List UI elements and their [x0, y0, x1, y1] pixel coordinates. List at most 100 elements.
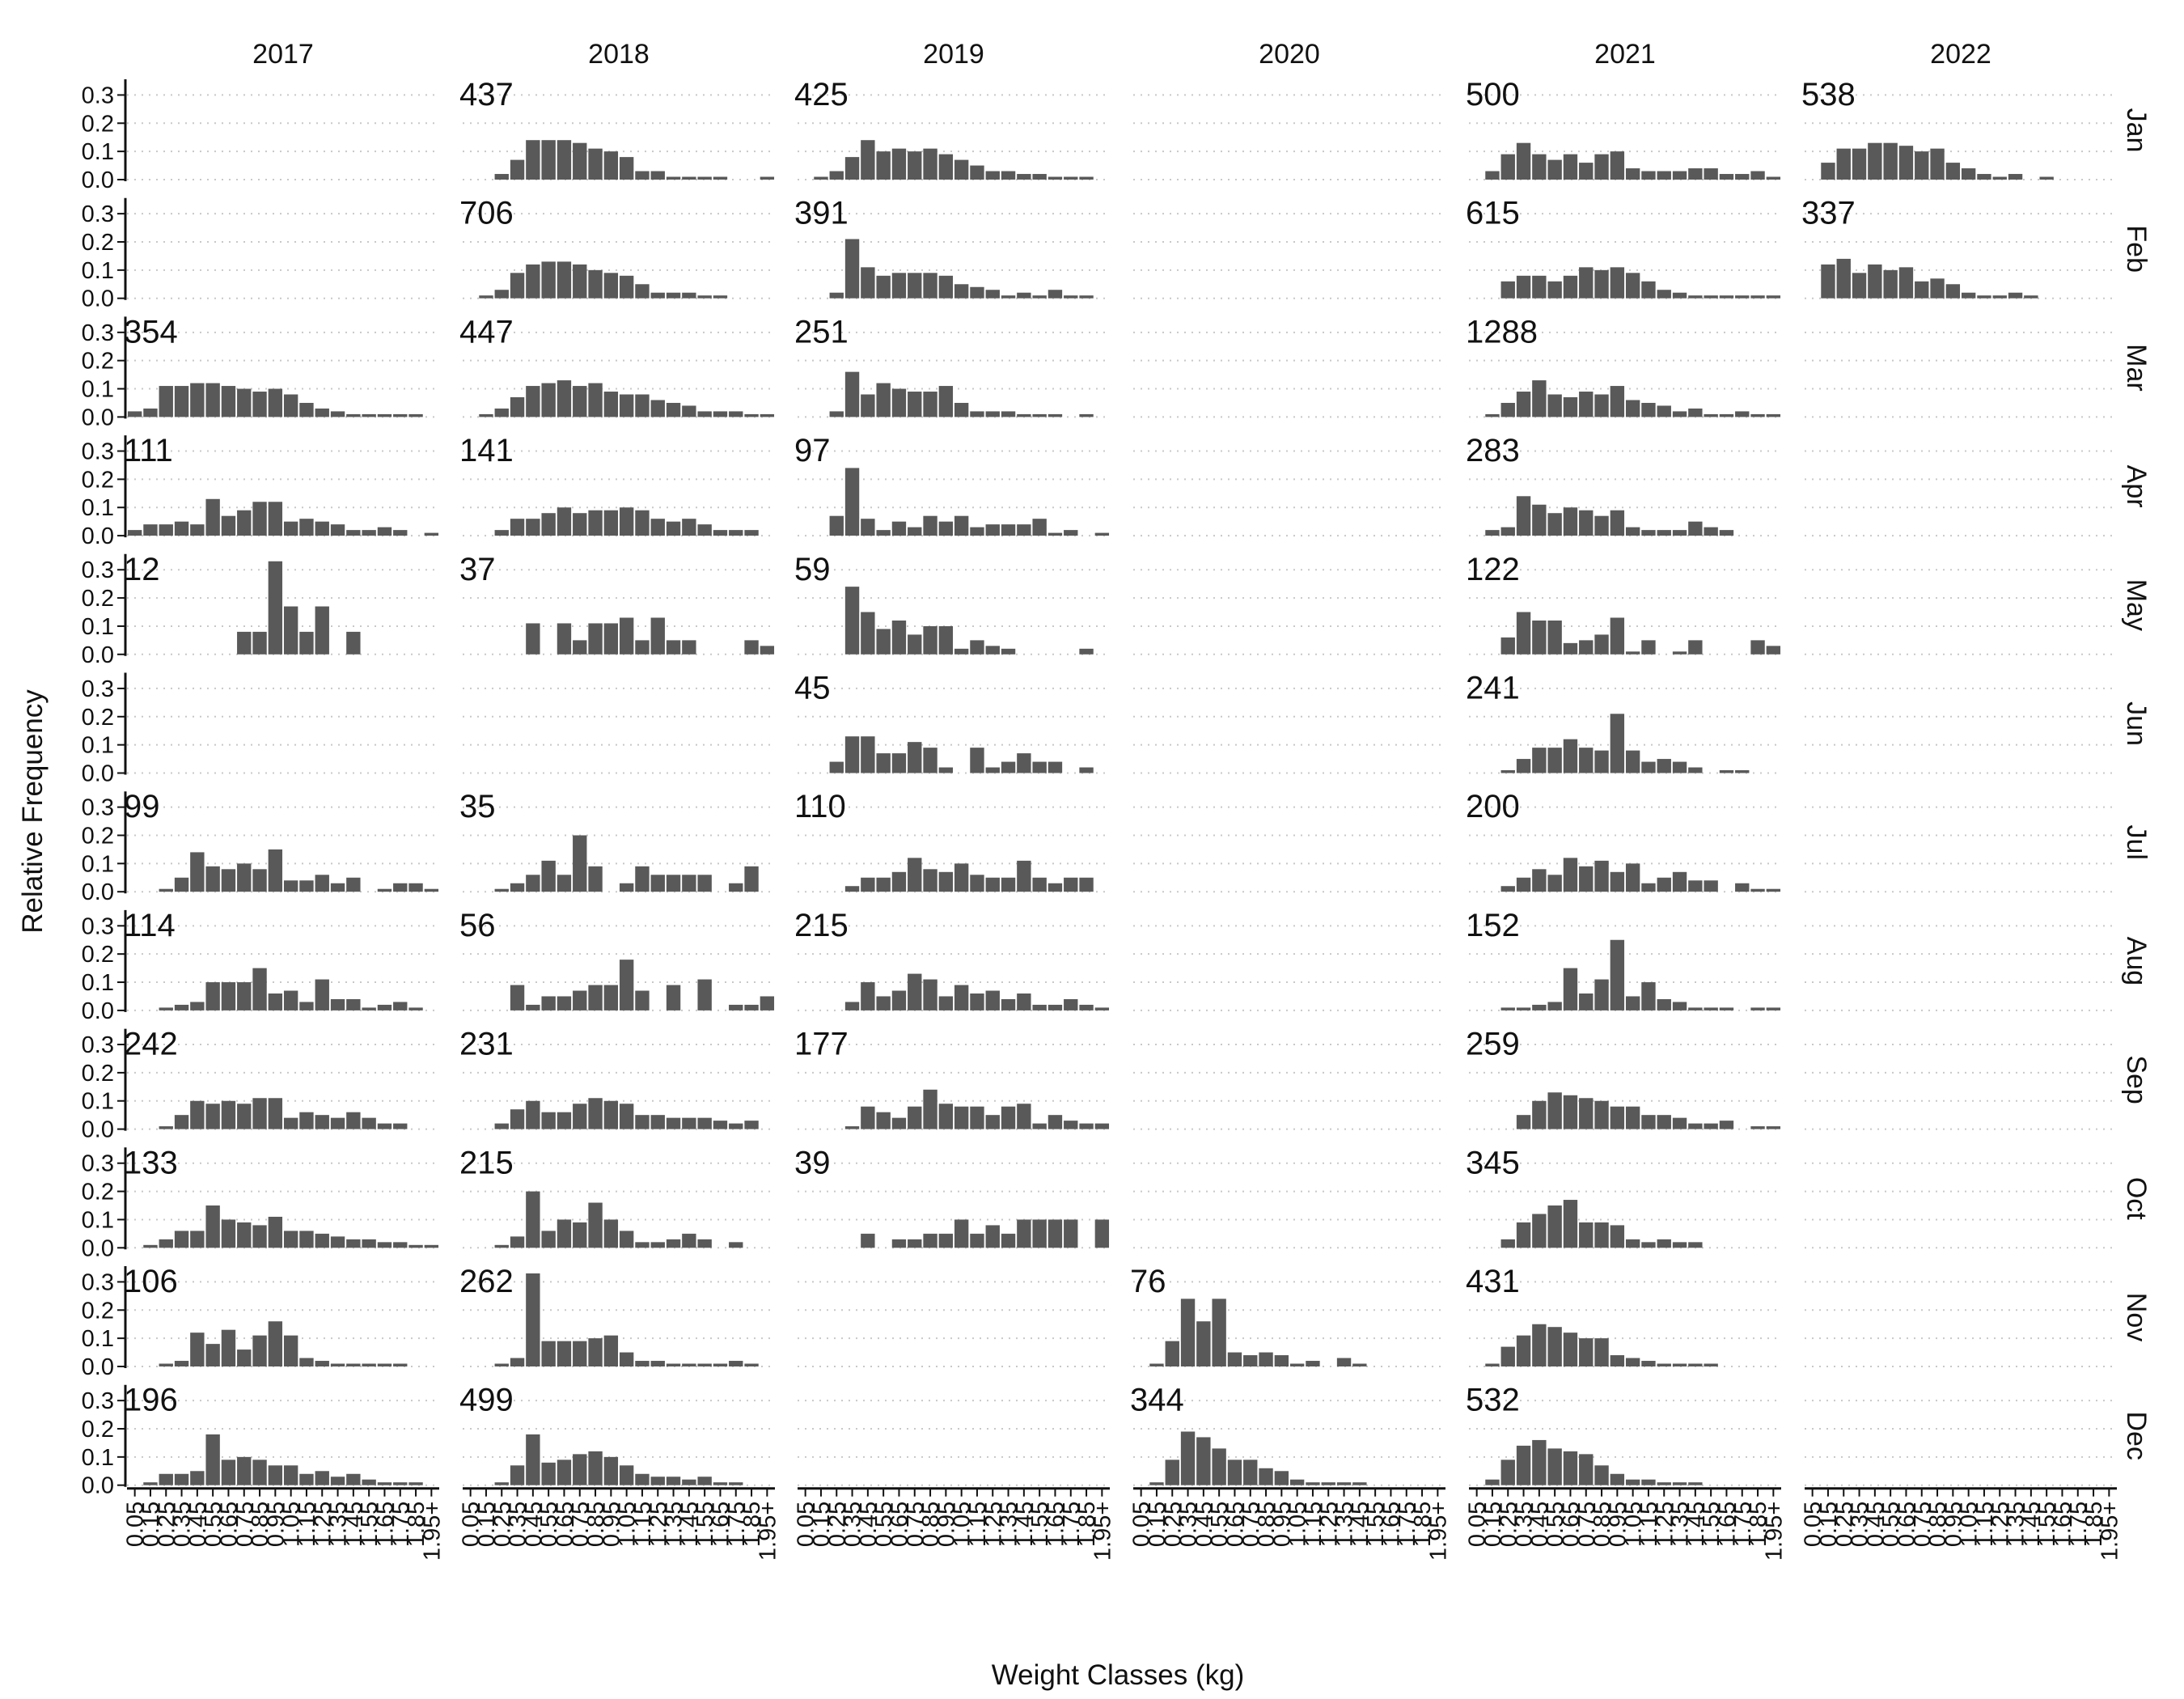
histogram-bar [1532, 504, 1547, 536]
histogram-bar [315, 1233, 329, 1248]
histogram-bar [1719, 1007, 1734, 1011]
histogram-bar [697, 979, 712, 1011]
histogram-bar [127, 411, 142, 417]
histogram-bar [1657, 405, 1671, 417]
histogram-bar [1625, 527, 1640, 536]
histogram-bar [1500, 281, 1515, 299]
histogram-bar [588, 623, 603, 655]
y-tick-label: 0.2 [82, 349, 114, 375]
histogram-bar [1766, 1007, 1781, 1011]
histogram-bar [1883, 269, 1898, 299]
histogram-bar [603, 273, 619, 299]
sample-size-label: 35 [459, 789, 496, 824]
x-tick-label: 0.05 [123, 1502, 149, 1547]
histogram-bar [876, 753, 891, 773]
histogram-bar [876, 1112, 891, 1129]
histogram-bar [666, 292, 681, 299]
histogram-bar [985, 411, 1000, 417]
histogram-bar [1547, 394, 1562, 417]
histogram-bar [666, 1117, 681, 1129]
histogram-bar [923, 979, 938, 1011]
x-tick-label: 0.35 [840, 1502, 866, 1547]
histogram-bar [666, 521, 681, 536]
histogram-bar [377, 527, 392, 536]
histogram-bar [494, 530, 509, 536]
histogram-bar [588, 148, 603, 180]
histogram-bar [237, 1456, 252, 1485]
histogram-bar [844, 157, 860, 180]
histogram-bar [938, 386, 954, 417]
histogram-bar [1516, 759, 1531, 773]
x-tick-label: 1.05 [615, 1502, 641, 1547]
histogram-bar [283, 1335, 298, 1366]
histogram-bar [970, 1106, 984, 1129]
sample-size-label: 1288 [1466, 314, 1538, 350]
histogram-bar [954, 985, 969, 1011]
histogram-bar [697, 1239, 712, 1248]
histogram-bar [588, 1202, 603, 1248]
histogram-bar [1625, 1479, 1640, 1485]
histogram-bar [619, 1104, 634, 1129]
histogram-bar [221, 982, 236, 1011]
histogram-bar [938, 521, 954, 536]
histogram-bar [1688, 295, 1703, 299]
histogram-bar [541, 1231, 556, 1248]
histogram-bar [1945, 163, 1961, 180]
histogram-bar [205, 498, 220, 536]
histogram-bar [1766, 295, 1781, 299]
histogram-bar [1048, 1004, 1063, 1011]
y-tick-label: 0.1 [82, 1207, 114, 1233]
histogram-bar [237, 510, 252, 536]
y-tick-label: 0.2 [82, 230, 114, 256]
histogram-bar [362, 1363, 376, 1366]
x-tick-label: 0.65 [1894, 1502, 1919, 1547]
histogram-bar [237, 631, 252, 655]
histogram-bar [876, 996, 891, 1011]
sample-size-label: 615 [1466, 196, 1520, 231]
histogram-bar [1641, 1479, 1656, 1485]
x-tick-label: 1.95+ [1090, 1502, 1115, 1561]
sample-size-label: 447 [459, 314, 514, 350]
x-tick-label: 1.55 [1363, 1502, 1389, 1547]
histogram-bar [923, 148, 938, 180]
histogram-bar [377, 1123, 392, 1129]
histogram-bar [891, 1239, 907, 1248]
histogram-bar [1594, 1338, 1609, 1366]
y-tick-label: 0.2 [82, 586, 114, 612]
histogram-bar [557, 623, 572, 655]
histogram-bar [1625, 996, 1640, 1011]
sample-size-label: 59 [794, 552, 831, 587]
histogram-bar [1563, 739, 1578, 773]
histogram-bar [190, 1333, 205, 1366]
histogram-bar [1735, 411, 1750, 417]
x-tick-label: 1.25 [645, 1502, 671, 1547]
histogram-bar [970, 1233, 984, 1248]
x-tick-label: 1.25 [310, 1502, 336, 1547]
histogram-bar [1579, 993, 1594, 1011]
x-tick-label: 0.65 [1558, 1502, 1584, 1547]
histogram-bar [2008, 174, 2023, 180]
histogram-bar [1017, 1104, 1031, 1129]
histogram-bar [1672, 292, 1687, 299]
histogram-bar [844, 371, 860, 417]
histogram-bar [891, 388, 907, 417]
histogram-bar [174, 1231, 189, 1248]
histogram-bar [844, 886, 860, 892]
sample-size-label: 37 [459, 552, 496, 587]
histogram-bar [526, 264, 540, 299]
histogram-bar [299, 631, 314, 655]
y-tick-label: 0.3 [82, 676, 114, 702]
x-tick-label: 1.15 [1972, 1502, 1998, 1547]
histogram-bar [1017, 524, 1031, 536]
sample-size-label: 706 [459, 196, 514, 231]
histogram-bar [760, 646, 775, 655]
x-tick-label: 0.55 [1543, 1502, 1568, 1547]
histogram-bar [891, 1117, 907, 1129]
x-tick-label: 1.75 [724, 1502, 750, 1547]
histogram-bar [1610, 714, 1625, 773]
x-tick-label: 0.45 [185, 1502, 211, 1547]
y-tick-label: 0.2 [82, 705, 114, 731]
histogram-bar [1641, 281, 1656, 299]
histogram-bar [573, 990, 587, 1011]
